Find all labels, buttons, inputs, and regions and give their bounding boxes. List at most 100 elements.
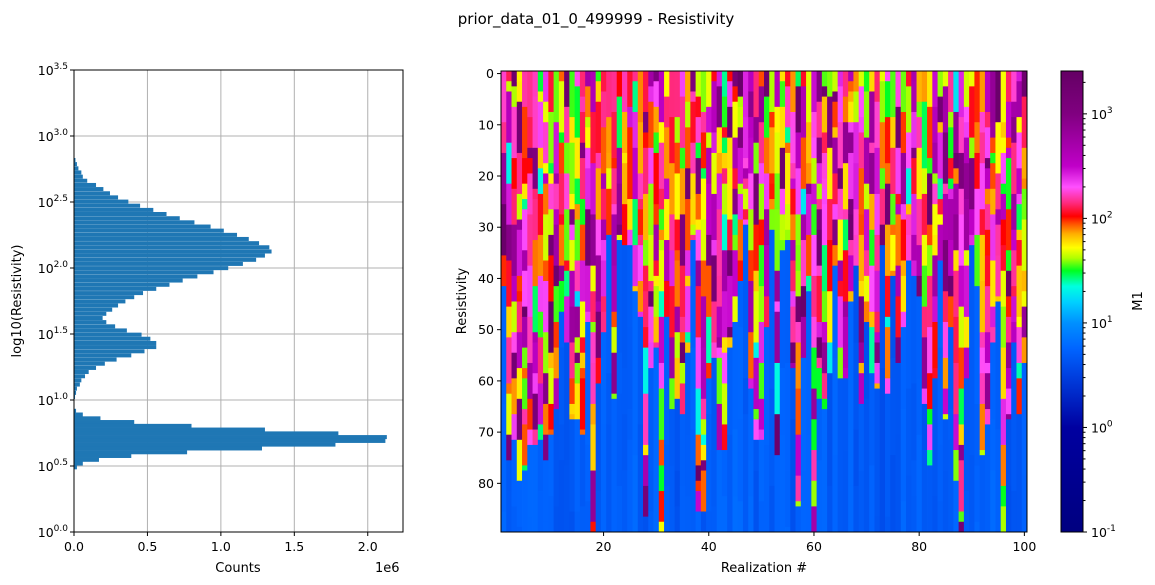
heatmap-cell xyxy=(927,424,933,451)
heatmap-cell xyxy=(653,434,660,533)
heatmap-cell xyxy=(737,260,744,282)
heatmap-cell xyxy=(811,316,817,348)
heatmap-cell xyxy=(627,245,633,328)
heatmap-cell xyxy=(727,337,733,348)
heatmap-cell xyxy=(1011,101,1017,118)
histogram-bar xyxy=(74,431,339,436)
heatmap-cell xyxy=(501,71,507,123)
histogram-bar xyxy=(74,453,132,458)
heatmap-cell xyxy=(979,209,986,236)
heatmap-cell xyxy=(721,214,728,251)
heatmap-cell xyxy=(516,219,523,231)
heatmap-cell xyxy=(706,183,712,236)
heatmap-cell xyxy=(884,516,891,533)
heatmap-cell xyxy=(664,199,670,241)
heatmap-cell xyxy=(890,117,896,149)
heatmap-cell xyxy=(711,132,718,154)
heatmap-cell xyxy=(600,173,607,190)
heatmap-cell xyxy=(590,291,597,323)
heatmap-cell xyxy=(785,71,791,87)
heatmap-cell xyxy=(884,224,891,277)
heatmap-cell xyxy=(695,96,702,118)
heatmap-cell xyxy=(785,204,791,231)
heatmap-cell xyxy=(569,117,576,144)
heatmap-cell xyxy=(522,270,528,308)
heatmap-cell xyxy=(721,291,728,338)
heatmap-cell xyxy=(753,117,760,144)
heatmap-cell xyxy=(590,265,597,292)
heatmap-cell xyxy=(769,311,775,389)
heatmap-cell xyxy=(574,260,581,292)
heatmap-cell xyxy=(842,450,849,533)
heatmap-cell xyxy=(816,357,823,369)
heatmap-cell xyxy=(879,188,886,226)
heatmap-cell xyxy=(679,168,686,215)
histogram-bar xyxy=(74,282,170,287)
heatmap-cell xyxy=(501,403,507,512)
heatmap-cell xyxy=(758,122,765,164)
heatmap-cell xyxy=(579,506,586,533)
heatmap-cell xyxy=(879,122,886,169)
histogram-bar xyxy=(74,203,141,208)
heatmap-cell xyxy=(679,265,686,318)
heatmap-cell xyxy=(716,357,723,405)
histogram-bar xyxy=(74,438,386,443)
heatmap-cell xyxy=(600,296,607,313)
heatmap-cell xyxy=(911,111,917,149)
heatmap-cell xyxy=(932,183,938,205)
heatmap-cell xyxy=(832,71,839,92)
heatmap-cell xyxy=(643,485,649,518)
heatmap-cell xyxy=(895,193,902,205)
heatmap-cell xyxy=(506,337,512,384)
heatmap-cell xyxy=(1016,229,1023,241)
heatmap-cell xyxy=(1021,96,1028,149)
heatmap-cell xyxy=(863,250,870,277)
histogram-bar xyxy=(74,423,192,428)
heatmap-cell xyxy=(511,414,518,441)
heatmap-cell xyxy=(632,291,639,415)
heatmap-cell xyxy=(806,434,812,533)
heatmap-cell xyxy=(785,362,791,471)
heatmap-cell xyxy=(727,81,733,108)
heatmap-cell xyxy=(579,158,586,200)
heatmap-cell xyxy=(984,71,991,113)
heatmap-cell xyxy=(674,306,681,333)
heatmap-cell xyxy=(779,240,786,251)
histogram-x-label: Counts xyxy=(215,561,261,576)
heatmap-cell xyxy=(795,168,802,215)
heatmap-cell xyxy=(1011,142,1017,195)
heatmap-cell xyxy=(590,521,597,533)
histogram-bar xyxy=(74,353,132,358)
heatmap-cell xyxy=(653,275,660,287)
heatmap-cell xyxy=(890,357,896,456)
heatmap-cell xyxy=(679,414,686,487)
heatmap-cell xyxy=(837,260,844,282)
heatmap-cell xyxy=(674,260,681,308)
heatmap-cell xyxy=(653,71,660,82)
heatmap-cell xyxy=(927,327,933,374)
heatmap-cell xyxy=(690,429,697,461)
colorbar-tick-label-base: 10 xyxy=(1091,420,1107,435)
colorbar-tick-label-exponent: 3 xyxy=(1107,106,1113,116)
histogram-bar xyxy=(74,427,265,432)
heatmap-cell xyxy=(758,398,765,430)
heatmap-cell xyxy=(890,224,896,236)
heatmap-cell xyxy=(653,152,660,205)
heatmap-cell xyxy=(811,204,817,236)
heatmap-cell xyxy=(637,281,644,313)
heatmap-cell xyxy=(627,439,633,471)
heatmap-cell xyxy=(732,214,739,236)
heatmap-cell xyxy=(700,470,707,512)
heatmap-cell xyxy=(806,71,812,123)
heatmap-cell xyxy=(984,188,991,205)
heatmap-cell xyxy=(543,403,549,436)
heatmap-cell xyxy=(548,403,554,430)
heatmap-cell xyxy=(516,526,523,533)
heatmap-cell xyxy=(858,281,865,297)
heatmap-cell xyxy=(716,337,723,348)
heatmap-cell xyxy=(732,496,739,528)
heatmap-cell xyxy=(558,460,565,533)
heatmap-cell xyxy=(522,409,528,425)
heatmap-cell xyxy=(595,301,602,313)
heatmap-cell xyxy=(627,71,633,108)
